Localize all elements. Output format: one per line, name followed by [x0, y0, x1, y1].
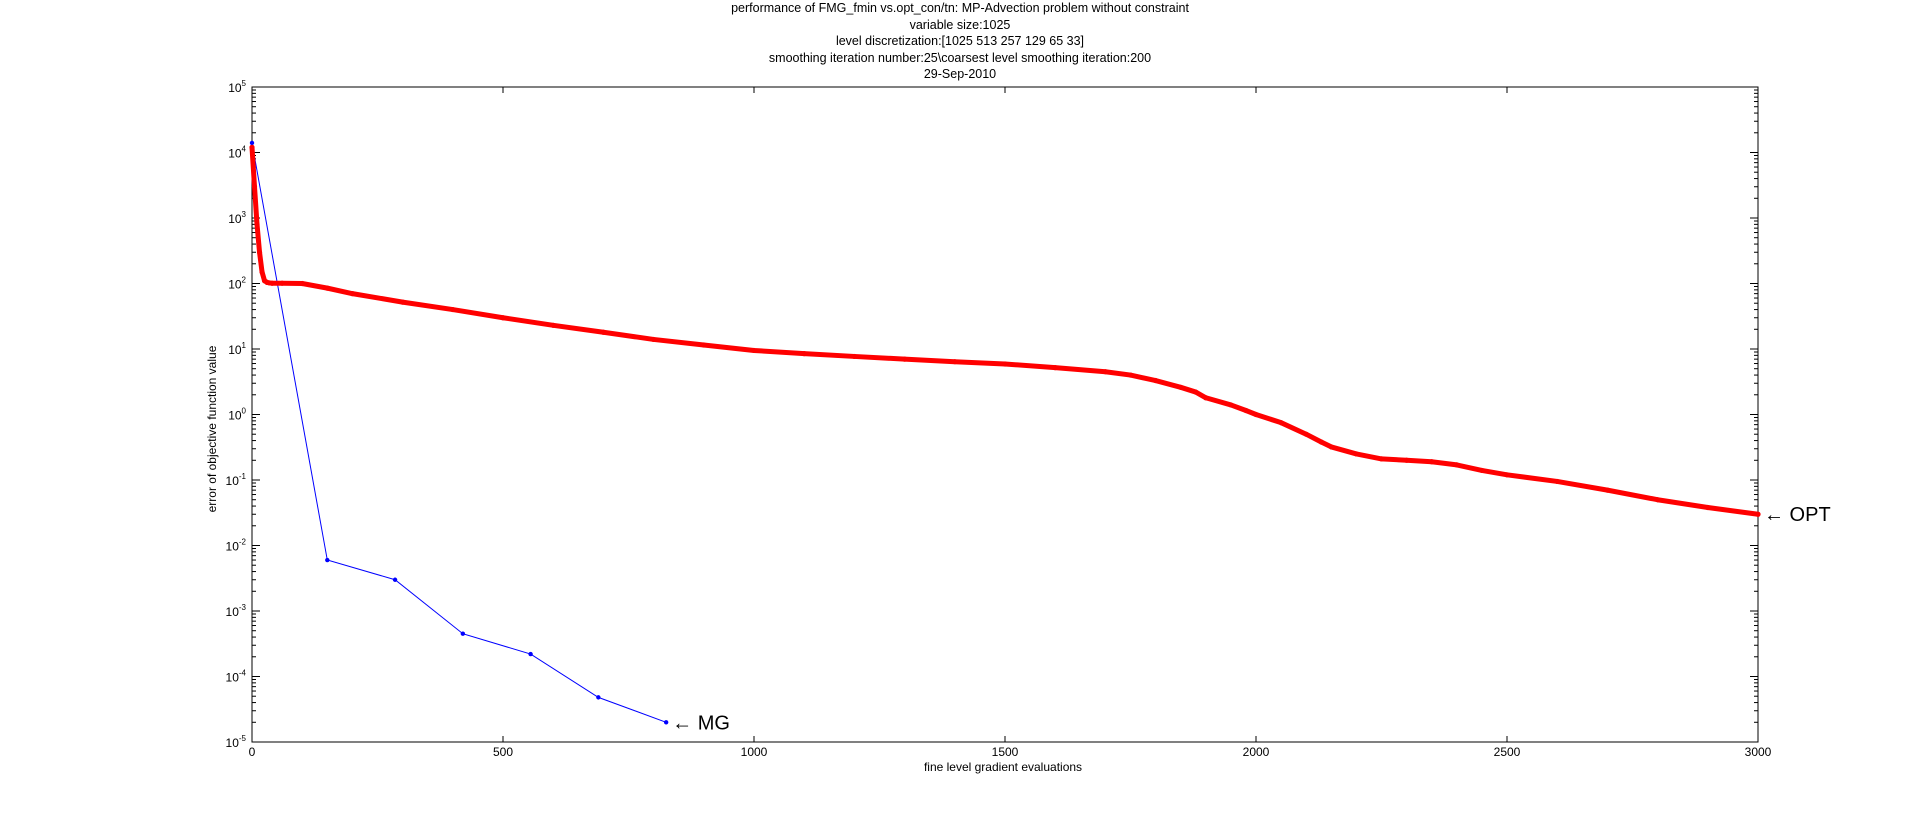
series-opt-point [1755, 511, 1761, 517]
series-mg-point [528, 651, 533, 657]
series-opt-point [902, 356, 908, 362]
series-opt-point [1454, 462, 1460, 468]
series-mg-line [251, 142, 667, 723]
series-opt-point [651, 336, 657, 343]
title-line: smoothing iteration number:25\coarsest l… [768, 50, 1152, 65]
series-opt-point [269, 280, 275, 286]
y-tick-label: 105 [228, 79, 246, 95]
series-opt-line [249, 144, 1761, 517]
series-opt-point [1705, 504, 1711, 511]
series-opt-point [1404, 457, 1410, 463]
y-axis-label: error of objective function value [205, 345, 219, 512]
series-opt-point [751, 347, 757, 354]
series-opt-point [1178, 384, 1184, 390]
annotation-label: ← MG [672, 712, 730, 734]
series-opt-point [1303, 431, 1309, 437]
title-line: level discretization:[1025 513 257 129 6… [835, 34, 1085, 48]
series-opt-point [1604, 487, 1610, 493]
series-opt-point [1228, 402, 1234, 408]
series-opt-point [1353, 451, 1359, 457]
series-opt-point [249, 144, 255, 150]
series-opt-point [400, 299, 406, 305]
x-axis-label: fine level gradient evaluations [924, 760, 1082, 774]
y-tick-label: 100 [228, 407, 246, 423]
series-opt-point [1479, 467, 1485, 474]
series-opt-point [1102, 369, 1108, 375]
series-opt-point [251, 184, 258, 190]
title-line: variable size:1025 [909, 17, 1011, 32]
series-opt-point [259, 269, 265, 275]
title-line: 29-Sep-2010 [923, 67, 997, 81]
series-opt-point [851, 353, 858, 360]
series-layer [249, 140, 1761, 725]
series-opt-point [324, 285, 330, 291]
series-opt-point [1378, 456, 1385, 462]
series-opt-point [1655, 497, 1661, 503]
series-mg-point [596, 695, 601, 700]
annotations: ← MG ← OPT [672, 504, 1831, 734]
series-opt-point [1243, 407, 1249, 414]
series-opt-point [1278, 420, 1284, 426]
series-opt-point [256, 249, 263, 255]
series-mg-point [249, 140, 255, 146]
series-opt-point [952, 359, 958, 365]
axes: 0 500 1000 1500 2000 2500 3000 10-5 10-4 10-3 10-2… [226, 79, 1772, 759]
y-tick-label: 10-1 [226, 472, 247, 488]
series-opt-point [500, 315, 506, 321]
series-opt-point [254, 221, 260, 227]
y-tick-label: 104 [228, 145, 246, 161]
series-opt-point [1429, 459, 1435, 465]
series-opt-point [550, 322, 556, 328]
series-opt-point [450, 306, 456, 313]
series-opt-point [1554, 478, 1560, 485]
series-opt-point [1153, 377, 1159, 384]
series-mg-point [460, 631, 466, 636]
y-tick-label: 10-4 [226, 669, 247, 685]
series-opt-point [1318, 439, 1324, 445]
series-opt-point [1002, 361, 1008, 367]
x-tick-label: 0 [249, 745, 256, 759]
y-tick-label: 10-2 [226, 538, 247, 554]
series-opt-point [600, 329, 607, 335]
y-tick-label: 101 [228, 341, 246, 357]
annotation-label: ← OPT [1764, 504, 1831, 526]
y-tick-label: 103 [228, 210, 246, 226]
series-opt-point [299, 280, 305, 287]
chart-title: performance of FMG_fmin vs.opt_con/tn: M… [0, 0, 1920, 83]
y-tick-label: 10-3 [226, 603, 247, 619]
series-opt-point [1328, 444, 1334, 450]
labels-layer: fine level gradient evaluations error of… [205, 345, 1082, 774]
series-mg-point [663, 720, 669, 725]
series-opt-point [801, 351, 807, 357]
x-tick-label: 1000 [741, 745, 768, 759]
series-opt-point [1203, 395, 1209, 401]
x-tick-label: 1500 [992, 745, 1019, 759]
y-tick-label: 102 [228, 276, 246, 292]
series-opt-point [701, 342, 707, 348]
series-opt-point [1052, 365, 1058, 371]
series-opt-point [1127, 372, 1134, 378]
series-opt-point [349, 291, 355, 297]
x-tick-label: 500 [493, 745, 513, 759]
series-mg-point [392, 577, 398, 582]
series-opt-point [1504, 472, 1510, 478]
x-tick-label: 3000 [1745, 745, 1772, 759]
x-tick-label: 2500 [1494, 745, 1521, 759]
series-opt-point [1253, 411, 1259, 418]
title-line: performance of FMG_fmin vs.opt_con/tn: M… [731, 1, 1189, 15]
series-opt-point [279, 280, 285, 286]
series-opt-point [1193, 389, 1199, 395]
x-tick-label: 2000 [1243, 745, 1270, 759]
plot-frame [251, 86, 1759, 743]
y-tick-label: 10-5 [226, 734, 247, 750]
series-mg-point [325, 557, 330, 563]
